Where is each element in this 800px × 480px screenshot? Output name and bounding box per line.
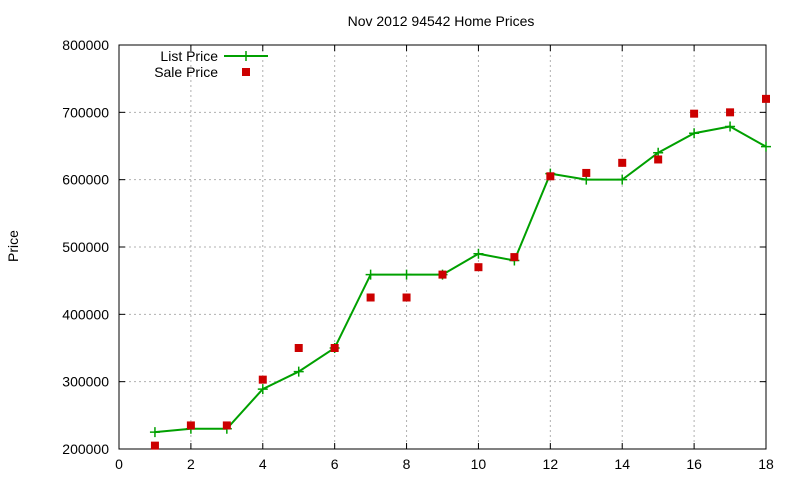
list-price-point [149,427,160,438]
list-price-line [154,125,767,434]
chart-title: Nov 2012 94542 Home Prices [348,13,535,29]
legend-label-list-price: List Price [160,48,218,64]
list-price-point [365,269,376,280]
sale-price-point [762,94,770,103]
y-tick-label: 600000 [62,172,109,188]
x-tick-label: 6 [331,456,339,472]
list-price-point [473,248,484,259]
sale-price-point [654,155,663,164]
list-price-point [401,269,412,280]
y-tick-label: 200000 [62,441,109,457]
sale-price-point [546,172,555,181]
sale-price-point [294,344,303,352]
y-axis-label: Price [5,230,21,262]
legend-label-sale-price: Sale Price [154,64,218,80]
series-list-price [149,121,771,438]
plot-frame [118,44,767,450]
sale-price-point [366,293,375,302]
list-price-point [293,366,304,377]
series-layer [149,94,771,450]
x-tick-label: 8 [403,456,411,472]
x-tick-label: 14 [614,456,630,472]
x-tick-label: 12 [543,456,559,472]
sale-price-point [618,158,627,167]
sale-price-point [726,108,735,117]
sale-price-point [258,375,267,384]
x-tick-label: 2 [187,456,195,472]
legend-marker-sale-price [242,68,250,76]
x-tick-label: 0 [115,456,123,472]
y-tick-label: 500000 [62,239,109,255]
x-tick-label: 4 [259,456,267,472]
y-tick-label: 800000 [62,37,109,53]
grid [119,45,766,449]
axes: 0 2 4 6 8 10 12 14 16 18 200000 300000 400000 500000 6… [62,37,774,472]
list-price-point [761,141,771,152]
sale-price-point [690,109,699,118]
sale-price-point [438,270,447,279]
x-tick-label: 10 [471,456,487,472]
sale-price-point [402,293,411,302]
x-tick-label: 18 [758,456,774,472]
sale-price-point [186,421,195,430]
y-tick-label: 700000 [62,104,109,120]
list-price-point [689,128,700,139]
series-sale-price [150,94,770,450]
x-tick-label: 16 [686,456,702,472]
sale-price-point [222,421,231,430]
list-price-point [725,121,736,132]
sale-price-point [330,344,339,352]
y-tick-label: 400000 [62,306,109,322]
sale-price-point [150,441,159,450]
list-price-point [617,174,628,185]
sale-price-point [582,168,591,177]
sale-price-point [510,253,519,262]
sale-price-point [474,263,483,272]
y-tick-label: 300000 [62,374,109,390]
legend-marker-list-price [241,51,251,61]
list-price-point [257,384,268,395]
